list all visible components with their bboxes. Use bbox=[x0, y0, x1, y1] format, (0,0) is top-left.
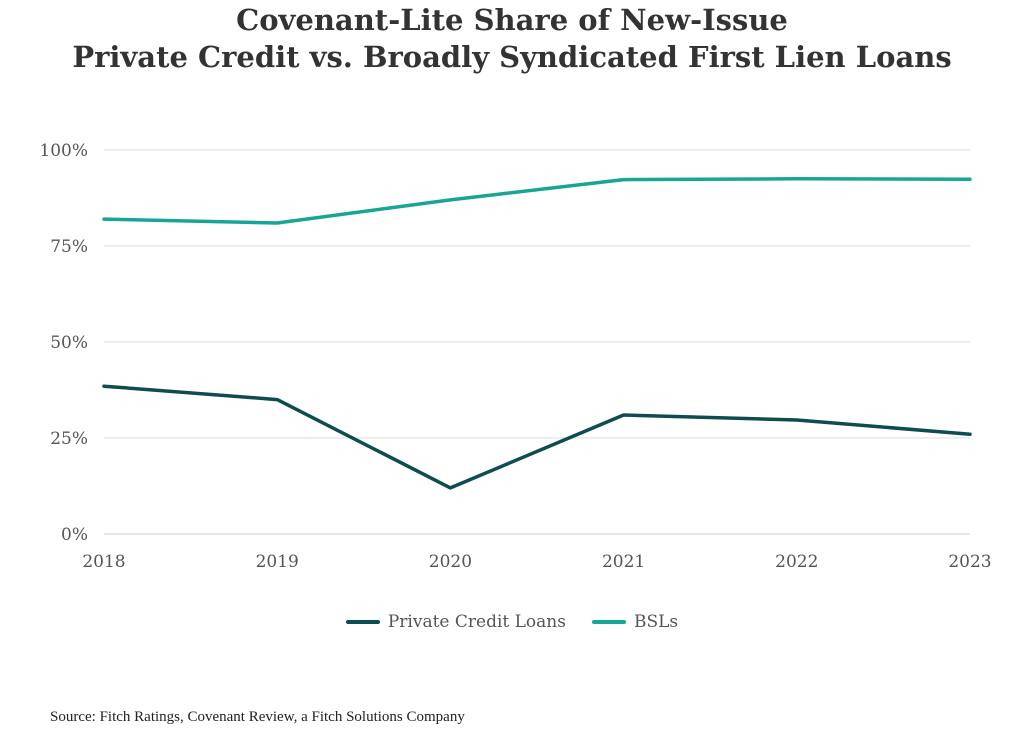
x-tick-label: 2023 bbox=[948, 552, 991, 572]
data-point bbox=[448, 486, 452, 490]
y-tick-label: 100% bbox=[39, 141, 88, 161]
legend-item-private-credit: Private Credit Loans bbox=[345, 612, 566, 632]
data-point bbox=[968, 177, 972, 181]
data-point bbox=[622, 178, 626, 182]
chart-title-line-2: Private Credit vs. Broadly Syndicated Fi… bbox=[72, 40, 952, 74]
series-line-private-credit-loans bbox=[102, 384, 972, 490]
x-tick-label: 2018 bbox=[82, 552, 125, 572]
series-line-bsls bbox=[102, 177, 972, 225]
data-point bbox=[102, 384, 106, 388]
x-tick-label: 2020 bbox=[429, 552, 472, 572]
data-point bbox=[795, 177, 799, 181]
x-axis-ticks: 2018 2019 2020 2021 2022 2023 bbox=[82, 552, 991, 572]
legend-item-bsls: BSLs bbox=[591, 612, 679, 632]
data-point bbox=[795, 418, 799, 422]
legend-swatch-bsls bbox=[591, 620, 626, 624]
data-point bbox=[275, 221, 279, 225]
y-tick-label: 25% bbox=[50, 429, 88, 449]
legend-label-private-credit: Private Credit Loans bbox=[387, 612, 566, 632]
y-tick-label: 50% bbox=[50, 333, 88, 353]
line-chart: 0% 25% 50% 75% 100% 2018 2019 2020 2021 2022 2023 bbox=[39, 141, 991, 572]
legend-swatch-private-credit bbox=[345, 620, 380, 624]
y-axis-ticks: 0% 25% 50% 75% 100% bbox=[39, 141, 88, 545]
source-note: Source: Fitch Ratings, Covenant Review, … bbox=[50, 709, 465, 725]
x-tick-label: 2021 bbox=[602, 552, 645, 572]
series-lines bbox=[102, 177, 972, 490]
data-point bbox=[275, 398, 279, 402]
chart-title-line-1: Covenant-Lite Share of New-Issue bbox=[236, 3, 788, 37]
data-point bbox=[102, 217, 106, 221]
legend-label-bsls: BSLs bbox=[633, 612, 679, 632]
data-point bbox=[622, 413, 626, 417]
legend: Private Credit Loans BSLs bbox=[0, 612, 1024, 632]
x-tick-label: 2022 bbox=[775, 552, 818, 572]
chart-title: Covenant-Lite Share of New-Issue Private… bbox=[0, 2, 1024, 76]
data-point bbox=[968, 432, 972, 436]
x-tick-label: 2019 bbox=[256, 552, 299, 572]
data-point bbox=[448, 198, 452, 202]
y-tick-label: 75% bbox=[50, 237, 88, 257]
y-tick-label: 0% bbox=[61, 525, 88, 545]
gridlines bbox=[104, 149, 970, 535]
